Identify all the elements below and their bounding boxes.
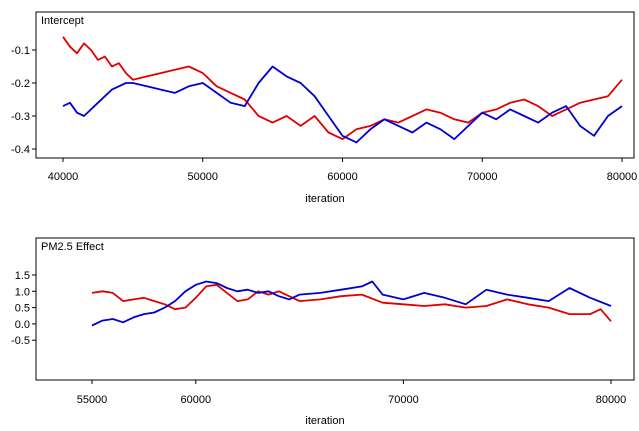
intercept-x-tick-label: 60000	[327, 171, 358, 183]
intercept-y-tick-label: -0.2	[11, 78, 30, 90]
pm25-x-tick-label: 70000	[388, 394, 419, 406]
intercept-x-tick-label: 50000	[187, 171, 218, 183]
intercept-x-tick-label: 40000	[48, 171, 79, 183]
pm25-x-axis-label: iteration	[305, 415, 344, 426]
pm25-y-tick-label: -0.5	[11, 335, 30, 347]
intercept-x-tick-label: 80000	[607, 171, 638, 183]
intercept-x-tick-label: 70000	[467, 171, 498, 183]
intercept-series-2-line	[62, 65, 623, 144]
intercept-y-tick-label: -0.4	[11, 144, 30, 156]
intercept-y-tick-label: -0.1	[11, 45, 30, 57]
pm25-x-tick-label: 60000	[181, 394, 212, 406]
pm25-y-tick-label: 1.0	[15, 286, 30, 298]
intercept-plot-frame	[35, 11, 635, 159]
pm25-x-tick-label: 80000	[596, 394, 627, 406]
intercept-x-axis-label: iteration	[305, 193, 344, 205]
pm25-y-tick-label: 0.0	[15, 319, 30, 331]
pm25-y-tick-label: 1.5	[15, 270, 30, 282]
intercept-series-1-line	[62, 36, 623, 141]
pm25-series-1-line	[91, 283, 612, 322]
pm25-y-tick-label: 0.5	[15, 303, 30, 315]
intercept-panel-title: Intercept	[41, 15, 84, 27]
pm25-panel-title: PM2.5 Effect	[41, 241, 104, 253]
pm25-x-tick-label: 55000	[77, 394, 108, 406]
pm25-series-2-line	[91, 280, 612, 327]
pm25-plot-frame	[35, 237, 635, 381]
intercept-y-tick-label: -0.3	[11, 111, 30, 123]
